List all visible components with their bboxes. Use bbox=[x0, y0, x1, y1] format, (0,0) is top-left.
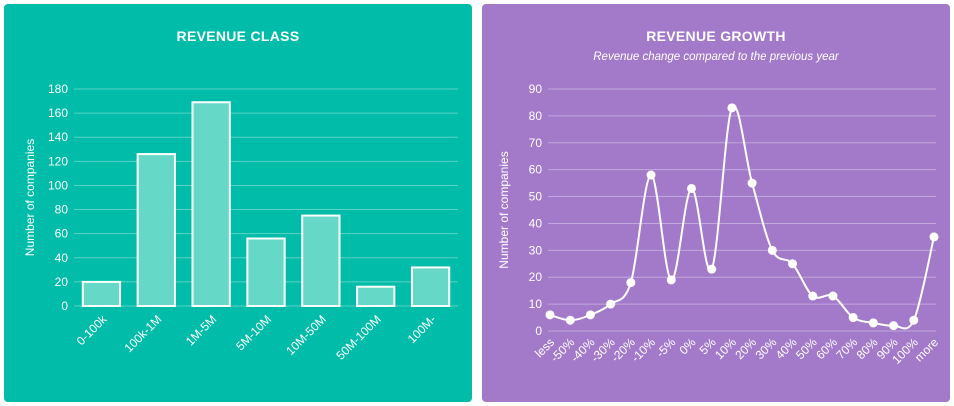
data-point bbox=[747, 178, 757, 188]
data-point bbox=[626, 278, 636, 288]
y-tick-label: 20 bbox=[55, 275, 69, 289]
revenue-growth-panel: REVENUE GROWTH Revenue change compared t… bbox=[482, 4, 950, 402]
bar bbox=[136, 153, 176, 307]
revenue-class-title: REVENUE CLASS bbox=[176, 28, 300, 44]
data-point bbox=[545, 310, 555, 320]
bar bbox=[410, 266, 451, 307]
x-tick-label: 0-100k bbox=[74, 312, 111, 349]
bar bbox=[356, 285, 396, 308]
y-axis-label: Number of companies bbox=[497, 151, 511, 268]
y-tick-label: 50 bbox=[529, 190, 543, 204]
revenue-growth-title: REVENUE GROWTH bbox=[646, 28, 786, 44]
data-point bbox=[868, 318, 878, 328]
y-tick-label: 10 bbox=[529, 297, 543, 311]
y-tick-label: 120 bbox=[48, 154, 68, 168]
y-tick-label: 40 bbox=[55, 251, 69, 265]
y-axis-label: Number of companies bbox=[23, 139, 37, 256]
y-tick-label: 160 bbox=[48, 106, 68, 120]
data-point bbox=[788, 259, 798, 269]
x-tick-label: 5M-10M bbox=[233, 312, 274, 353]
bar bbox=[301, 214, 341, 307]
y-tick-label: 80 bbox=[529, 109, 543, 123]
x-tick-label: 0% bbox=[676, 335, 698, 357]
revenue-class-panel: REVENUE CLASS 0 20 40 60 80 100 120 140 160 180 Nu… bbox=[4, 4, 472, 402]
y-tick-label: 180 bbox=[48, 82, 68, 96]
y-tick-label: 90 bbox=[529, 82, 543, 96]
x-tick-label: more bbox=[912, 335, 941, 364]
y-tick-label: 100 bbox=[48, 178, 68, 192]
y-tick-label: 70 bbox=[529, 136, 543, 150]
bar bbox=[191, 101, 231, 307]
y-tick-label: 60 bbox=[529, 163, 543, 177]
data-point bbox=[727, 103, 737, 113]
x-tick-label: 10M-50M bbox=[283, 312, 329, 358]
data-point bbox=[828, 291, 838, 301]
x-tick-label: 1M-5M bbox=[183, 312, 219, 348]
data-point bbox=[606, 299, 616, 309]
data-point bbox=[929, 232, 939, 242]
y-tick-label: 0 bbox=[61, 299, 68, 313]
bar bbox=[246, 237, 286, 307]
x-tick-label: 50M-100M bbox=[333, 312, 383, 362]
data-point bbox=[585, 310, 595, 320]
data-point bbox=[666, 275, 676, 285]
y-tick-label: 140 bbox=[48, 130, 68, 144]
revenue-class-chart: 0 20 40 60 80 100 120 140 160 180 Number of compan… bbox=[23, 82, 458, 363]
data-point bbox=[707, 264, 717, 274]
y-tick-label: 60 bbox=[55, 227, 69, 241]
data-point bbox=[565, 315, 575, 325]
bar bbox=[81, 280, 122, 307]
data-point bbox=[889, 321, 899, 331]
y-tick-label: 40 bbox=[529, 216, 543, 230]
series-line bbox=[549, 104, 935, 330]
y-tick-label: 0 bbox=[535, 324, 542, 338]
data-point bbox=[646, 170, 656, 180]
y-tick-label: 20 bbox=[529, 270, 543, 284]
data-point bbox=[808, 291, 818, 301]
x-tick-label: 100k-1M bbox=[121, 312, 164, 355]
y-tick-label: 80 bbox=[55, 203, 69, 217]
x-tick-label: 100M- bbox=[405, 312, 439, 346]
data-point bbox=[767, 245, 777, 255]
revenue-growth-subtitle: Revenue change compared to the previous … bbox=[593, 51, 839, 63]
data-point bbox=[686, 183, 696, 193]
x-tick-label: -5% bbox=[653, 335, 678, 360]
data-point bbox=[848, 313, 858, 323]
data-point bbox=[909, 315, 919, 325]
y-tick-label: 30 bbox=[529, 243, 543, 257]
